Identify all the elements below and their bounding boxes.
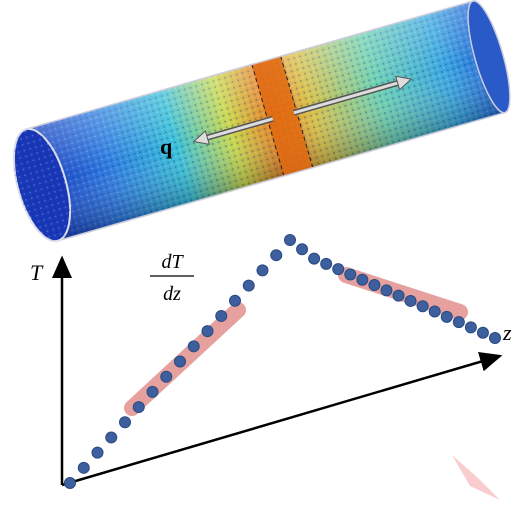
temperature-profile [64, 234, 501, 489]
cylinder-end-texture [13, 128, 71, 242]
profile-dot [476, 326, 489, 339]
hot-slab [251, 56, 313, 176]
profile-dot [428, 305, 441, 318]
profile-dot [356, 273, 369, 286]
x-axis-label: z [502, 320, 512, 345]
profile-dot [146, 385, 159, 398]
profile-dot [215, 309, 228, 322]
profile-dot [464, 321, 477, 334]
profile-dot [77, 461, 90, 474]
profile-dot [392, 289, 405, 302]
profile-dot [91, 446, 104, 459]
profile-dot [270, 249, 283, 262]
watermark [452, 455, 500, 500]
profile-dot [229, 294, 241, 307]
profile-dot [256, 264, 269, 277]
profile-dot [132, 401, 145, 414]
profile-dot [344, 268, 357, 281]
profile-dot [404, 294, 417, 307]
profile-dot [284, 234, 296, 246]
profile-dot [308, 252, 321, 265]
gradient-denominator: dz [163, 283, 181, 305]
profile-dot [174, 355, 186, 368]
cylinder [12, 0, 511, 243]
profile-dot [452, 316, 465, 329]
profile-dot [187, 340, 200, 353]
x-axis [61, 352, 503, 487]
profile-dot [242, 279, 255, 292]
y-axis-label: T [30, 260, 44, 285]
profile-dot [440, 310, 453, 323]
profile-dot [489, 332, 501, 344]
flux-arrow-left [205, 117, 274, 140]
flux-label: q [160, 134, 173, 159]
profile-dot [368, 279, 381, 292]
profile-dot [105, 431, 118, 444]
cylinder-edge [25, 0, 474, 130]
profile-dot [320, 257, 333, 270]
profile-dot [201, 325, 214, 338]
cylinder-edge [57, 111, 506, 242]
profile-dot [119, 416, 131, 429]
profile-dot [64, 477, 76, 489]
profile-dot [160, 370, 173, 383]
gradient-numerator: dT [161, 251, 184, 273]
flux-arrow-right [293, 81, 401, 115]
flux-arrowhead [395, 75, 413, 91]
profile-dot [380, 284, 393, 297]
profile-dot [416, 300, 429, 313]
profile-dot [296, 243, 309, 256]
profile-dot [332, 263, 345, 276]
flux-arrowhead [192, 129, 210, 145]
